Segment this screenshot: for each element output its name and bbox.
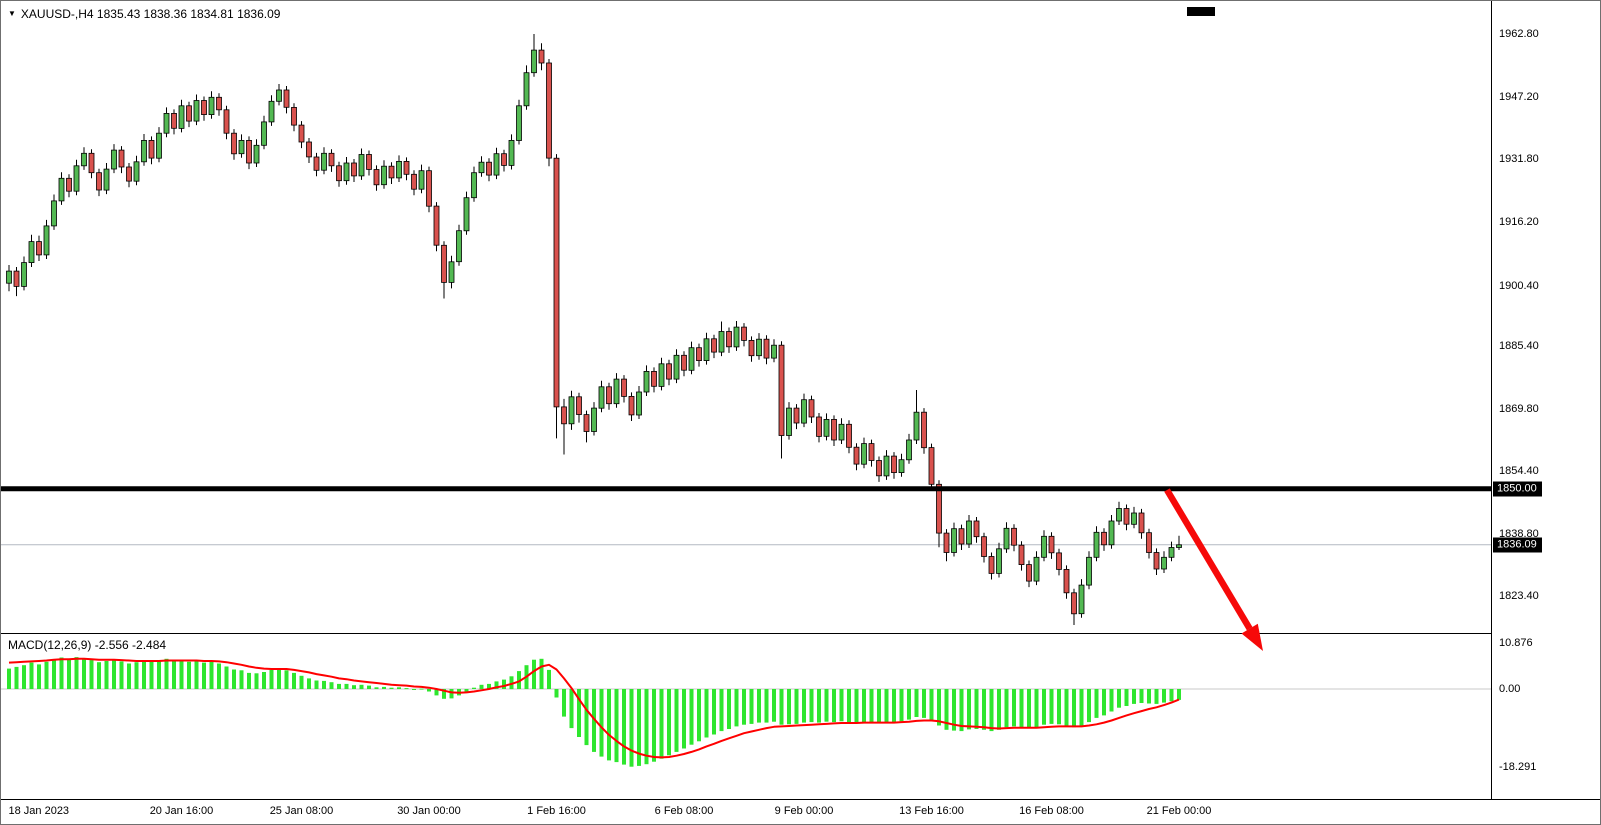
time-tick-label: 18 Jan 2023 <box>8 805 70 817</box>
price-tick-label: 1900.40 <box>1499 279 1539 292</box>
macd-tick-label: -18.291 <box>1499 760 1537 773</box>
price-tick-label: 1854.40 <box>1499 465 1539 478</box>
price-tick-label: 1916.20 <box>1499 215 1539 228</box>
time-tick-label: 9 Feb 00:00 <box>774 805 834 817</box>
time-tick-label: 21 Feb 00:00 <box>1146 805 1212 817</box>
price-tick-label: 1838.80 <box>1499 527 1539 540</box>
current-price-badge: 1836.09 <box>1493 537 1542 553</box>
time-axis[interactable]: 18 Jan 2023 20 Jan 16:00 25 Jan 08:00 30 Ja… <box>1 800 1600 824</box>
price-level-badge: 1850.00 <box>1493 481 1542 497</box>
chart-ohlc-readout: ▼ XAUUSD-,H4 1835.43 1838.36 1834.81 183… <box>8 7 280 21</box>
macd-tick-label: 10.876 <box>1499 636 1533 649</box>
time-tick-label: 16 Feb 08:00 <box>1019 805 1084 817</box>
candles-series <box>6 34 1182 625</box>
price-tick-label: 1947.20 <box>1499 90 1539 103</box>
chart-title-text: XAUUSD-,H4 1835.43 1838.36 1834.81 1836.… <box>20 7 281 21</box>
price-tick-label: 1885.40 <box>1499 340 1539 353</box>
chart-shift-marker[interactable] <box>1187 7 1215 16</box>
trend-arrow-annotation[interactable] <box>1164 488 1263 651</box>
macd-tick-label: 0.00 <box>1499 683 1521 695</box>
time-tick-label: 13 Feb 16:00 <box>899 805 964 817</box>
macd-indicator <box>1 657 1491 767</box>
time-tick-label: 6 Feb 08:00 <box>654 805 714 817</box>
time-tick-label: 25 Jan 08:00 <box>269 805 334 817</box>
time-tick-label: 20 Jan 16:00 <box>149 805 214 817</box>
price-tick-label: 1931.80 <box>1499 152 1539 165</box>
time-tick-label: 30 Jan 00:00 <box>397 805 461 817</box>
indicator-label: MACD(12,26,9) -2.556 -2.484 <box>8 638 167 652</box>
symbol-marker-icon: ▼ <box>8 9 16 18</box>
time-tick-label: 1 Feb 16:00 <box>527 805 586 817</box>
price-tick-label: 1869.80 <box>1499 402 1539 415</box>
price-tick-label: 1962.80 <box>1499 28 1539 40</box>
price-tick-label: 1823.40 <box>1499 590 1539 602</box>
price-axis[interactable]: 1962.80 1947.20 1931.80 1916.20 1900.40 1885.… <box>1492 1 1600 799</box>
